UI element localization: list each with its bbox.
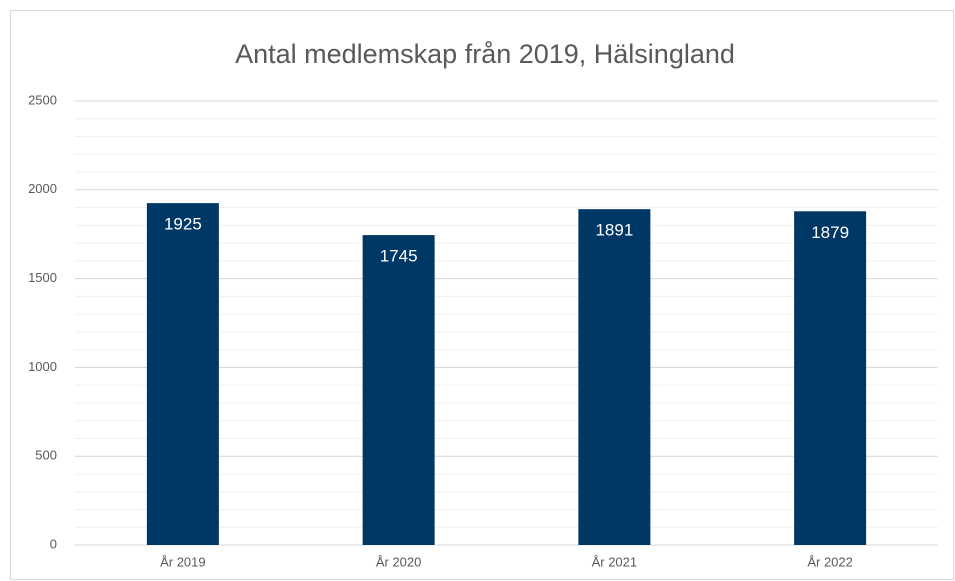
- y-tick-label: 0: [50, 536, 57, 551]
- chart-title: Antal medlemskap från 2019, Hälsingland: [235, 39, 735, 69]
- data-label: 1891: [595, 221, 633, 240]
- x-tick-label: År 2021: [592, 554, 638, 569]
- bar: [794, 211, 867, 545]
- x-tick-label: År 2020: [376, 554, 422, 569]
- data-label: 1879: [811, 223, 849, 242]
- bar: [362, 235, 435, 545]
- y-tick-label: 1500: [28, 270, 57, 285]
- y-tick-label: 1000: [28, 359, 57, 374]
- x-tick-label: År 2019: [160, 554, 206, 569]
- bar: [578, 209, 651, 546]
- data-label: 1925: [164, 215, 202, 234]
- y-tick-label: 2000: [28, 181, 57, 196]
- y-tick-label: 500: [35, 448, 57, 463]
- data-label: 1745: [380, 247, 418, 266]
- y-tick-label: 2500: [28, 92, 57, 107]
- bar: [146, 203, 219, 545]
- x-tick-label: År 2022: [807, 554, 853, 569]
